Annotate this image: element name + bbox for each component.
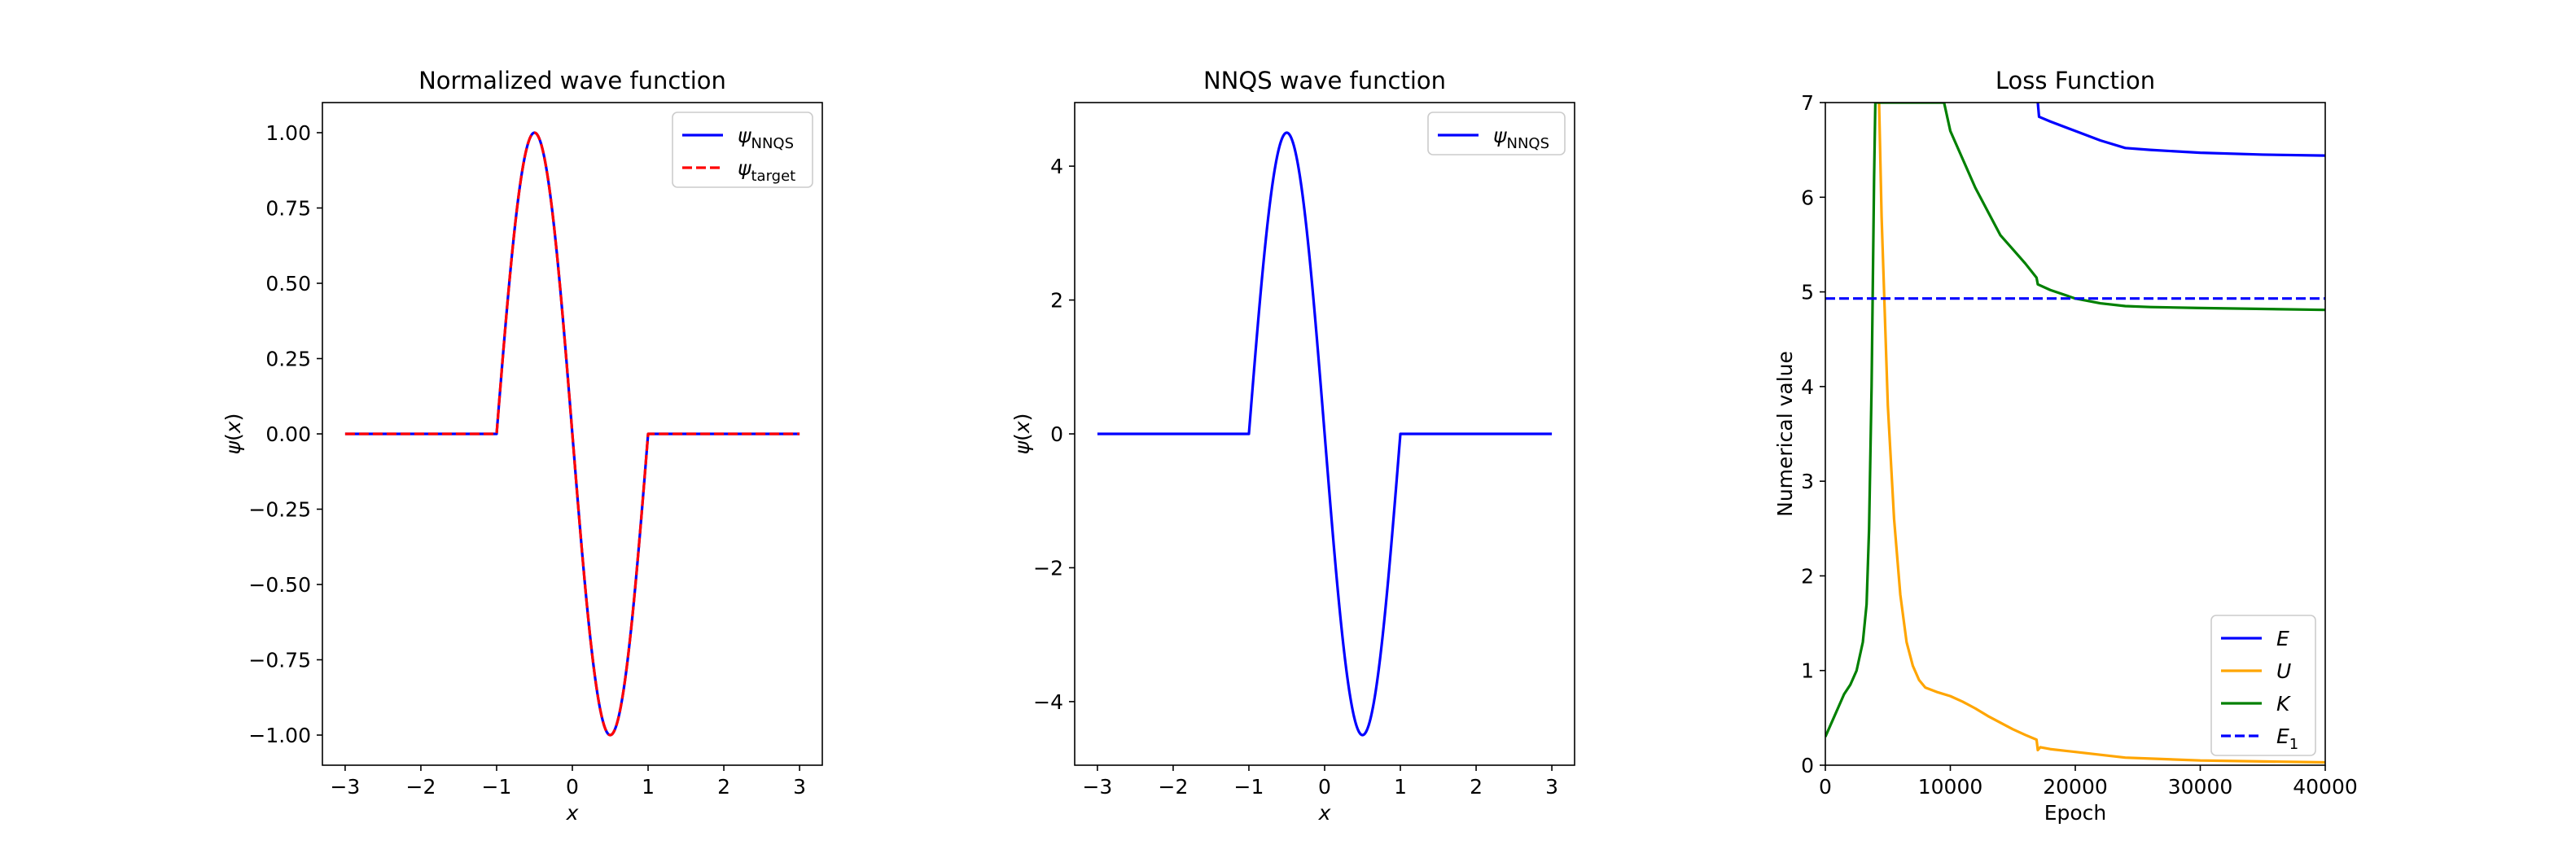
chart-title: Normalized wave function bbox=[418, 67, 726, 94]
y-tick-label: −0.25 bbox=[248, 498, 311, 522]
y-tick-label: −2 bbox=[1033, 556, 1063, 580]
y-tick-label: −0.50 bbox=[248, 573, 311, 597]
y-tick-label: 0 bbox=[1801, 754, 1814, 777]
chart-normalized-wave-function: −3 −2 −1 0 1 2 3 −1.00 −0.75 −0.50 −0.25 0.00 0.25 0.… bbox=[221, 67, 823, 825]
y-tick-label: −1.00 bbox=[248, 724, 311, 747]
x-tick-label: 0 bbox=[1819, 775, 1832, 799]
legend-label-k: K bbox=[2276, 692, 2292, 716]
y-tick-label: 3 bbox=[1801, 470, 1814, 493]
y-tick-label: 0.25 bbox=[265, 348, 311, 371]
x-tick-label: −1 bbox=[1234, 775, 1264, 799]
x-tick-label: 1 bbox=[642, 775, 655, 799]
y-tick-label: 0.75 bbox=[265, 197, 311, 221]
series-line-psi-target bbox=[344, 131, 801, 737]
legend-label-e-1: E1 bbox=[2276, 724, 2298, 753]
x-tick-label: 3 bbox=[793, 775, 806, 799]
legend-label-e: E bbox=[2276, 627, 2289, 650]
y-tick-label: 7 bbox=[1801, 91, 1814, 115]
series-line-psi-nnqs bbox=[1096, 131, 1553, 737]
y-axis-label: ψ(x) bbox=[221, 414, 245, 455]
x-axis-label: Epoch bbox=[2044, 801, 2107, 825]
legend-label-u: U bbox=[2276, 659, 2291, 683]
series-line-e bbox=[2036, 103, 2325, 157]
y-tick-label: −0.75 bbox=[248, 649, 311, 672]
chart-nnqs-wave-function: −3 −2 −1 0 1 2 3 −4 −2 0 2 4 NNQS wave function x ψ(x)… bbox=[1010, 67, 1575, 825]
y-tick-label: 1.00 bbox=[265, 121, 311, 145]
x-tick-label: 2 bbox=[717, 775, 730, 799]
legend-label-psi-nnqs: ψNNQS bbox=[1493, 124, 1549, 152]
y-tick-label: 4 bbox=[1801, 375, 1814, 399]
chart-title: NNQS wave function bbox=[1203, 67, 1446, 94]
x-tick-label: −2 bbox=[1159, 775, 1189, 799]
x-tick-label: 0 bbox=[566, 775, 579, 799]
chart-title: Loss Function bbox=[1996, 67, 2155, 94]
chart-loss-function: 0 10000 20000 30000 40000 0 1 2 3 4 5 6 7 Loss Functi… bbox=[1773, 67, 2358, 825]
legend-label-psi-target: ψtarget bbox=[738, 156, 795, 185]
x-axis-label: x bbox=[1318, 801, 1331, 825]
x-axis-label: x bbox=[566, 801, 579, 825]
y-tick-label: 2 bbox=[1801, 564, 1814, 588]
x-tick-label: −3 bbox=[330, 775, 360, 799]
x-tick-label: −2 bbox=[406, 775, 436, 799]
y-tick-label: 5 bbox=[1801, 281, 1814, 304]
x-tick-label: −1 bbox=[482, 775, 512, 799]
y-tick-label: 0 bbox=[1050, 422, 1063, 446]
y-tick-label: 1 bbox=[1801, 659, 1814, 683]
series-line-u bbox=[1877, 103, 2325, 764]
x-tick-label: 20000 bbox=[2043, 775, 2108, 799]
legend: ψNNQS bbox=[1427, 112, 1566, 155]
y-axis-label: ψ(x) bbox=[1010, 414, 1034, 455]
legend: EUK E1 bbox=[2210, 615, 2316, 756]
y-axis-label: Numerical value bbox=[1773, 351, 1797, 517]
x-tick-label: 2 bbox=[1470, 775, 1483, 799]
y-tick-label: 0.50 bbox=[265, 272, 311, 295]
series-line-k bbox=[1825, 103, 2325, 738]
x-tick-label: 40000 bbox=[2293, 775, 2358, 799]
y-tick-label: 2 bbox=[1050, 289, 1063, 313]
x-tick-label: 3 bbox=[1545, 775, 1558, 799]
x-tick-label: −3 bbox=[1082, 775, 1112, 799]
legend-label-psi-nnqs: ψNNQS bbox=[738, 124, 794, 152]
x-tick-label: 0 bbox=[1318, 775, 1331, 799]
x-tick-label: 30000 bbox=[2168, 775, 2233, 799]
y-tick-label: −4 bbox=[1033, 690, 1063, 714]
y-tick-label: 4 bbox=[1050, 155, 1063, 178]
x-tick-label: 10000 bbox=[1918, 775, 1983, 799]
y-tick-label: 0.00 bbox=[265, 422, 311, 446]
legend: ψNNQS ψtarget bbox=[672, 112, 813, 188]
y-tick-label: 6 bbox=[1801, 186, 1814, 209]
x-tick-label: 1 bbox=[1394, 775, 1407, 799]
